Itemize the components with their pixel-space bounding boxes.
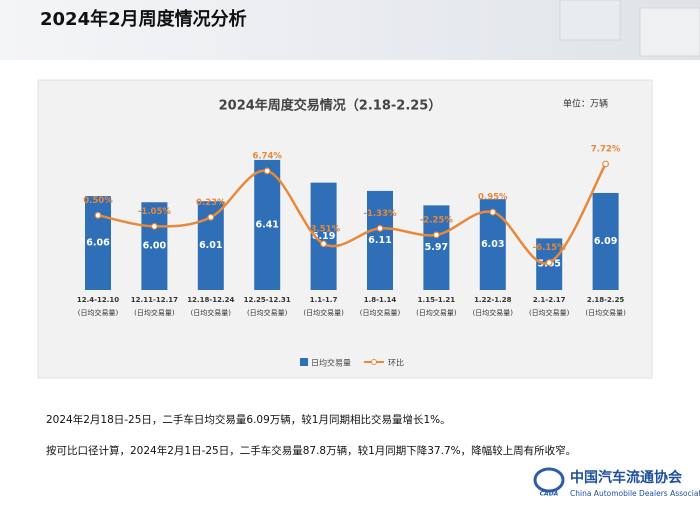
x-tick-note: (日均交易量) (78, 308, 119, 317)
x-tick-label: 1.8-1.14 (364, 296, 397, 304)
x-tick-note: (日均交易量) (585, 308, 626, 317)
line-marker (320, 240, 328, 248)
line-marker (545, 259, 553, 267)
logo-name: 中国汽车流通协会 (570, 469, 683, 486)
bar (85, 196, 111, 290)
line-marker (150, 222, 158, 230)
x-tick-note: (日均交易量) (416, 308, 457, 317)
bar-label: 6.00 (143, 241, 167, 252)
line (97, 163, 607, 265)
header-cube (559, 0, 621, 41)
x-tick-label: 1.22-1.28 (474, 296, 512, 304)
line-marker (376, 224, 384, 232)
line-label: 7.72% (591, 144, 621, 154)
header-cube (639, 7, 700, 57)
x-tick-label: 1.1-1.7 (310, 296, 338, 304)
bar (367, 190, 393, 290)
bar-label: 6.11 (368, 235, 391, 246)
x-tick-note: (日均交易量) (134, 308, 175, 317)
logo-mark: CADA (540, 491, 559, 498)
line-label: -1.05% (138, 207, 171, 217)
logo-english: China Automobile Dealers Association (570, 489, 700, 498)
x-tick-note: (日均交易量) (360, 308, 401, 317)
x-tick-note: (日均交易量) (247, 308, 288, 317)
line-label: 0.23% (196, 198, 226, 208)
legend-label: 环比 (388, 358, 404, 368)
line-marker (263, 167, 271, 175)
x-tick-note: (日均交易量) (529, 308, 570, 317)
logo-ring (533, 467, 565, 493)
line-label: 0.50% (83, 196, 113, 206)
paragraph: 按可比口径计算，2024年2月1日-25日，二手车交易量87.8万辆，较1月同期… (46, 444, 576, 457)
bar-label: 6.09 (594, 236, 617, 247)
line-label: -6.15% (533, 243, 566, 253)
bar (423, 205, 450, 290)
x-tick-label: 12.4-12.10 (77, 296, 119, 304)
line-label: 0.95% (478, 193, 508, 203)
bar (254, 159, 281, 290)
chart-title: 2024年周度交易情况（2.18-2.25） (219, 98, 442, 114)
line-marker (489, 208, 497, 216)
bar-label: 5.97 (425, 242, 448, 253)
line-label: -3.51% (307, 224, 340, 234)
x-tick-label: 12.11-12.17 (131, 296, 178, 304)
bar (141, 202, 168, 290)
bar-label: 6.03 (481, 239, 504, 250)
x-tick-label: 12.18-12.24 (187, 296, 234, 304)
bar-label: 6.19 (312, 231, 335, 242)
x-tick-label: 2.18-2.25 (587, 296, 625, 304)
line-marker (602, 160, 609, 168)
line-marker (207, 213, 215, 221)
x-tick-label: 1.15-1.21 (418, 296, 456, 304)
bar-label: 6.41 (255, 219, 278, 230)
paragraph: 2024年2月18日-25日，二手车日均交易量6.09万辆，较1月同期相比交易量… (46, 413, 451, 426)
chart-panel (37, 79, 653, 379)
unit: 单位：万辆 (563, 98, 608, 110)
x-tick-label: 2.1-2.17 (533, 296, 566, 304)
line-marker (94, 211, 102, 219)
x-tick-label: 12.25-12.31 (244, 296, 291, 304)
legend-swatch (371, 359, 377, 365)
header-title: 2024年2月周度情况分析 (40, 8, 247, 30)
line-label: 6.74% (252, 151, 282, 161)
bar-label: 6.01 (199, 240, 222, 251)
x-tick-note: (日均交易量) (303, 308, 344, 317)
legend-swatch (300, 358, 308, 366)
x-tick-note: (日均交易量) (191, 308, 232, 317)
plot: 6.066.006.016.416.196.115.976.035.656.09… (77, 144, 626, 367)
line-label: -1.33% (363, 209, 396, 219)
x-tick-note: (日均交易量) (473, 308, 514, 317)
legend-label: 日均交易量 (311, 358, 351, 368)
line-marker (433, 231, 440, 239)
bar-label: 6.06 (86, 238, 110, 249)
line-label: -2.25% (420, 215, 453, 225)
bar (592, 192, 619, 290)
